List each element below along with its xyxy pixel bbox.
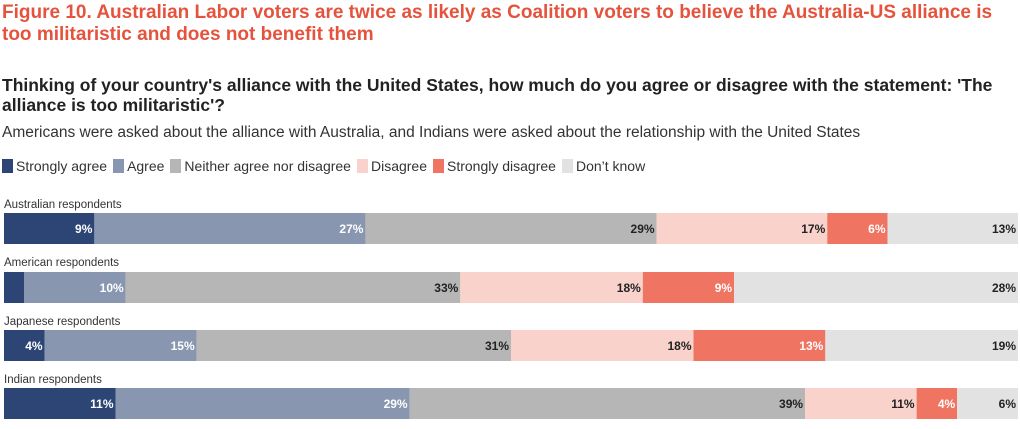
legend-label: Disagree — [370, 158, 427, 174]
bar-value-label: 6% — [999, 397, 1017, 411]
legend-label: Strongly disagree — [447, 158, 556, 174]
bar-value-label: 15% — [171, 339, 195, 353]
bar-value-label: 13% — [992, 222, 1016, 236]
legend-swatch — [113, 159, 125, 173]
bar-value-label: 39% — [779, 397, 803, 411]
legend-swatch — [170, 159, 182, 173]
legend-swatch — [561, 159, 573, 173]
bar-segment — [805, 388, 917, 419]
bar-segment — [825, 330, 1018, 361]
bar-segment — [196, 330, 511, 361]
bar-value-label: 18% — [667, 339, 691, 353]
legend-item-dont-know: Don’t know — [561, 158, 646, 174]
group-label-australia: Australian respondents — [4, 199, 122, 211]
bar-value-label: 33% — [434, 281, 458, 295]
bar-value-label: 17% — [801, 222, 825, 236]
bar-value-label: 31% — [485, 339, 509, 353]
bar-value-label: 29% — [384, 397, 408, 411]
legend-item-strongly-disagree: Strongly disagree — [433, 158, 556, 174]
legend-swatch — [2, 159, 13, 173]
bar-value-label: 4% — [25, 339, 43, 353]
bar-value-label: 10% — [100, 281, 124, 295]
bar-segment — [44, 330, 197, 361]
legend-swatch — [356, 159, 368, 173]
bar-value-label: 27% — [339, 222, 363, 236]
group-label-india: Indian respondents — [4, 374, 102, 386]
bar-value-label: 13% — [799, 339, 823, 353]
bar-segment — [4, 272, 25, 303]
bar-value-label: 4% — [938, 397, 956, 411]
bar-segment — [887, 213, 1018, 244]
bar-segment — [409, 388, 806, 419]
bar-segment — [916, 388, 958, 419]
bar-segment — [4, 213, 95, 244]
bar-segment — [115, 388, 410, 419]
bar-segment — [94, 213, 366, 244]
legend-label: Don’t know — [575, 158, 646, 174]
legend-label: Agree — [127, 158, 165, 174]
bar-value-label: 29% — [631, 222, 655, 236]
bar-segment — [4, 330, 45, 361]
bar-segment — [460, 272, 643, 303]
legend: Strongly agree Agree Neither agree nor d… — [2, 157, 651, 175]
legend-label: Neither agree nor disagree — [184, 158, 351, 174]
legend-swatch — [433, 159, 444, 173]
legend-item-agree: Agree — [113, 158, 164, 174]
bar-segment — [693, 330, 826, 361]
bar-segment — [734, 272, 1018, 303]
chart-question: Thinking of your country's alliance with… — [2, 75, 993, 115]
bar-value-label: 9% — [75, 222, 93, 236]
bar-value-label: 11% — [90, 397, 114, 411]
bar-segment — [827, 213, 888, 244]
legend-item-strongly-agree: Strongly agree — [2, 158, 107, 174]
bar-value-label: 11% — [891, 397, 915, 411]
bar-segment — [511, 330, 694, 361]
bar-segment — [365, 213, 657, 244]
group-label-japan: Japanese respondents — [4, 316, 121, 328]
bar-value-label: 19% — [992, 339, 1016, 353]
figure-title: Figure 10. Australian Labor voters are t… — [2, 2, 993, 45]
chart-subtitle: Americans were asked about the alliance … — [2, 124, 861, 141]
bar-segment — [4, 388, 116, 419]
legend-item-neither: Neither agree nor disagree — [170, 158, 351, 174]
bar-value-label: 9% — [715, 281, 733, 295]
legend-item-disagree: Disagree — [356, 158, 427, 174]
bar-value-label: 18% — [617, 281, 641, 295]
bar-segment — [656, 213, 828, 244]
bar-value-label: 28% — [992, 281, 1016, 295]
group-label-america: American respondents — [4, 257, 120, 269]
bar-segment — [24, 272, 126, 303]
bar-segment — [125, 272, 461, 303]
bar-value-label: 6% — [868, 222, 886, 236]
bar-segment — [642, 272, 735, 303]
bar-segment — [957, 388, 1018, 419]
legend-label: Strongly agree — [16, 158, 108, 174]
